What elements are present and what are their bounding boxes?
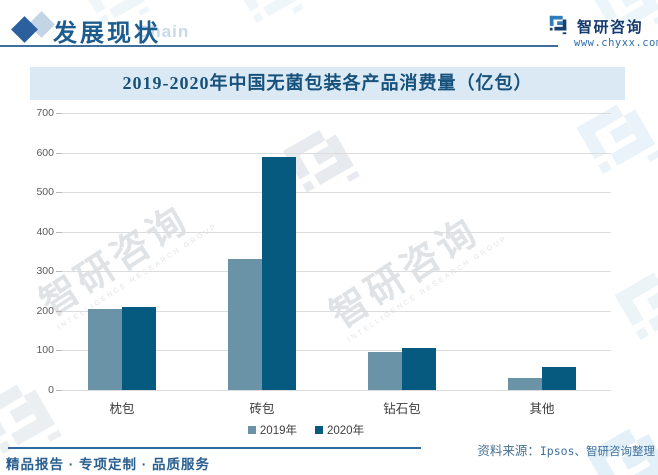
source-label: 资料来源： xyxy=(477,444,540,458)
y-tick xyxy=(56,310,62,312)
data-source-note: 资料来源：Ipsos、智研咨询整理 xyxy=(410,440,655,459)
y-tick xyxy=(56,113,62,114)
y-tick xyxy=(56,152,62,154)
y-tick-label: 500 xyxy=(36,186,54,199)
x-category-label: 枕包 xyxy=(109,402,135,416)
bar xyxy=(368,351,402,390)
bar xyxy=(228,259,262,390)
gridline xyxy=(62,350,611,352)
gridline xyxy=(62,192,611,194)
header-watermark-text: Chain xyxy=(137,22,190,41)
gridline xyxy=(62,113,611,114)
footer-tagline: 精品报告 · 专项定制 · 品质服务 xyxy=(6,457,210,472)
gridline xyxy=(62,231,611,233)
bar xyxy=(88,308,122,390)
y-tick xyxy=(56,350,62,352)
x-category-label: 钻石包 xyxy=(383,402,421,416)
y-tick-label: 0 xyxy=(48,384,54,396)
chart-legend: 2019年 2020年 xyxy=(0,422,612,438)
header-divider xyxy=(0,45,558,47)
legend-swatch xyxy=(315,426,323,434)
y-tick xyxy=(56,271,62,273)
y-tick-label: 700 xyxy=(36,107,54,119)
legend-label: 2019年 xyxy=(259,425,297,437)
brand-website-link[interactable]: www.chyxx.com xyxy=(574,37,658,49)
bar xyxy=(542,367,576,390)
footer-divider xyxy=(8,447,421,449)
bar xyxy=(508,377,542,390)
gridline xyxy=(62,271,611,273)
gridline xyxy=(62,310,611,312)
y-tick-label: 200 xyxy=(36,304,54,317)
y-tick-label: 300 xyxy=(36,265,54,278)
y-tick-label: 600 xyxy=(36,146,54,159)
y-tick xyxy=(56,231,62,233)
bar xyxy=(262,157,296,390)
brand-name: 智研咨询 xyxy=(577,19,644,36)
bar xyxy=(122,306,156,390)
chart-title: 2019-2020年中国无菌包装各产品消费量（亿包） xyxy=(30,67,625,100)
legend-label: 2020年 xyxy=(327,425,365,437)
bar xyxy=(402,347,436,390)
page-title: 发展现状 xyxy=(53,20,161,47)
source-value: Ipsos、智研咨询整理 xyxy=(539,444,655,458)
legend-item: 2020年 xyxy=(315,422,364,438)
y-tick-label: 400 xyxy=(36,225,54,238)
y-tick-label: 100 xyxy=(36,344,54,357)
x-category-label: 砖包 xyxy=(249,402,275,416)
y-tick xyxy=(56,390,62,391)
y-tick xyxy=(56,192,62,194)
gridline xyxy=(62,152,611,154)
brand-logo-icon xyxy=(549,15,567,35)
x-category-label: 其他 xyxy=(529,402,555,416)
gridline xyxy=(62,390,611,391)
legend-item: 2019年 xyxy=(247,422,297,438)
legend-swatch xyxy=(247,426,256,434)
